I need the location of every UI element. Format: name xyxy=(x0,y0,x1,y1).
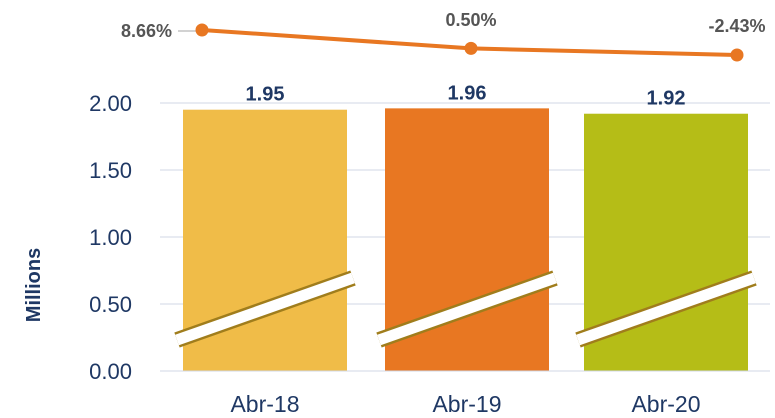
axis-break-gap xyxy=(377,272,557,346)
line-series: 8.66% 0.50% -2.43% xyxy=(121,10,766,62)
line-point xyxy=(195,23,209,37)
x-tick-label: Abr-20 xyxy=(631,391,700,417)
y-tick-label: 1.50 xyxy=(89,158,132,183)
line-point xyxy=(464,41,478,55)
bar-series xyxy=(183,108,748,372)
axis-breaks xyxy=(174,270,757,348)
axis-break-gap xyxy=(576,272,756,346)
bar-value-label: 1.96 xyxy=(448,82,487,104)
line-point-label: 8.66% xyxy=(121,21,172,41)
bar-value-label: 1.92 xyxy=(647,88,686,110)
line-point xyxy=(730,48,744,62)
x-tick-label: Abr-18 xyxy=(230,391,299,417)
y-tick-label: 0.50 xyxy=(89,292,132,317)
bar-value-label: 1.95 xyxy=(246,84,285,106)
y-tick-label: 0.00 xyxy=(89,359,132,384)
bar-labels: 1.95 1.96 1.92 xyxy=(246,82,686,109)
axis-break-gap xyxy=(175,272,355,346)
x-tick-label: Abr-19 xyxy=(432,391,501,417)
line-point-label: -2.43% xyxy=(708,16,765,36)
y-axis-title: Millions xyxy=(23,248,45,322)
y-axis-ticks: 0.00 0.50 1.00 1.50 2.00 xyxy=(89,91,132,384)
x-axis-labels: Abr-18 Abr-19 Abr-20 xyxy=(230,391,700,417)
line-point-label: 0.50% xyxy=(445,10,496,30)
y-tick-label: 1.00 xyxy=(89,225,132,250)
y-tick-label: 2.00 xyxy=(89,91,132,116)
